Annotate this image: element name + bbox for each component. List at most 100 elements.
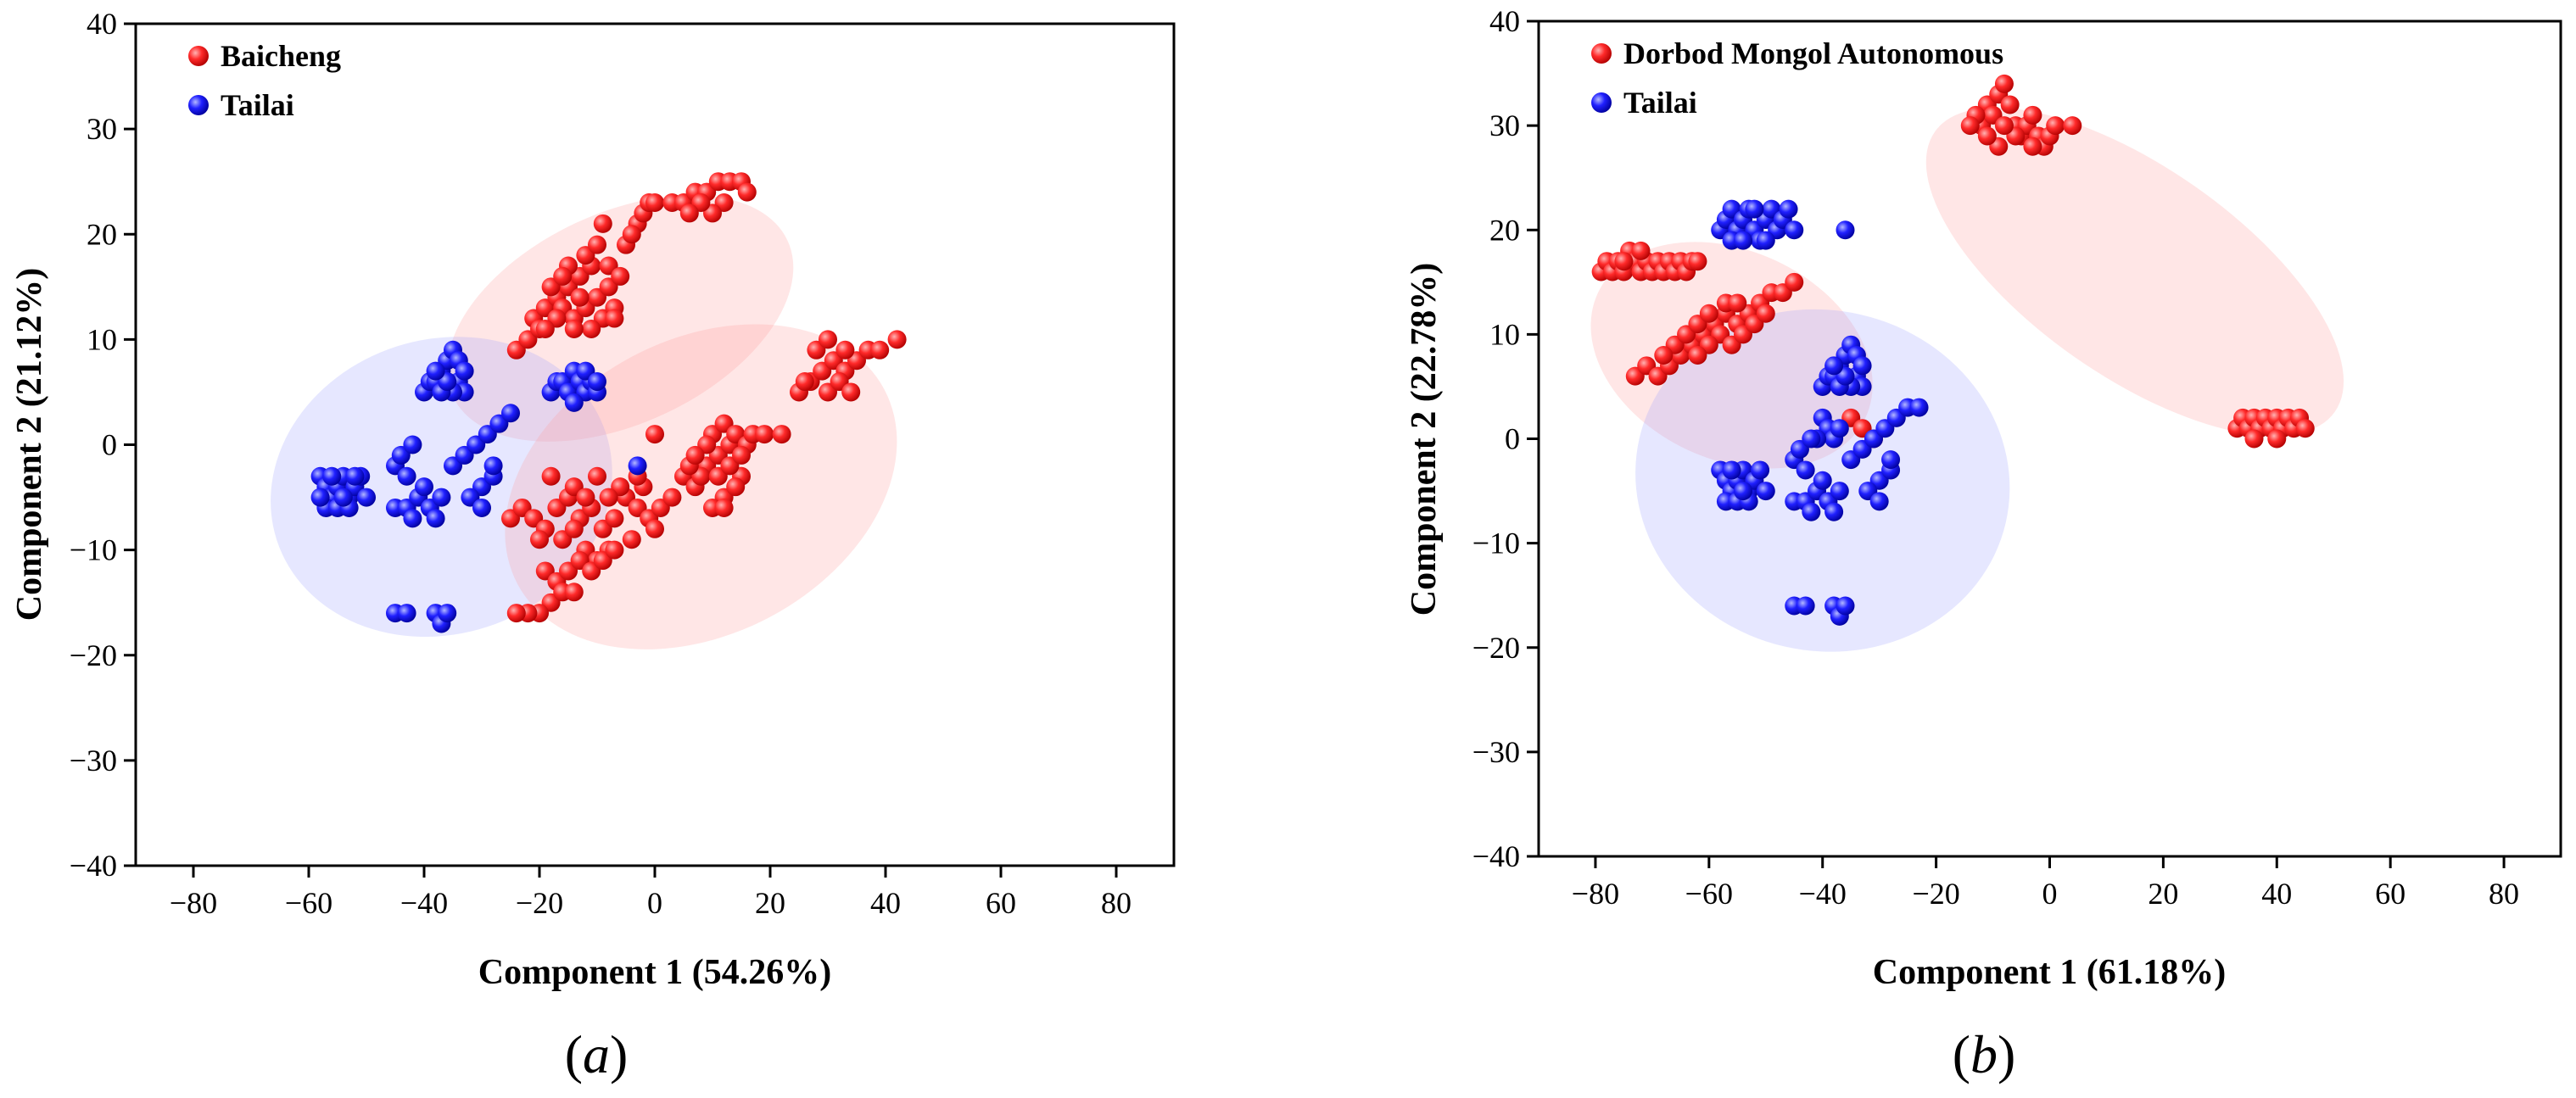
point-baicheng	[645, 193, 664, 213]
point-dorbod-mongol-autonomous	[1994, 116, 2014, 136]
point-baicheng	[553, 266, 573, 286]
y-tick-label: 30	[1489, 109, 1520, 142]
panel-label-b: (b)	[1953, 1024, 2016, 1084]
point-baicheng	[645, 519, 664, 538]
point-baicheng	[564, 519, 584, 538]
point-tailai	[455, 361, 474, 381]
point-baicheng	[732, 445, 751, 465]
x-tick-label: −80	[170, 886, 217, 920]
point-baicheng	[605, 309, 624, 328]
point-tailai	[1756, 231, 1775, 250]
point-baicheng	[506, 604, 526, 623]
y-tick-label: 20	[87, 217, 117, 251]
point-baicheng	[662, 488, 682, 507]
point-tailai	[415, 477, 433, 497]
point-tailai	[322, 466, 342, 486]
x-tick-label: −20	[1912, 877, 1959, 911]
confidence-ellipses	[1590, 108, 2344, 652]
point-baicheng	[737, 182, 757, 202]
confidence-ellipses	[271, 195, 897, 649]
y-tick-label: −40	[70, 849, 117, 883]
point-dorbod-mongol-autonomous	[1654, 346, 1674, 365]
point-tailai	[1824, 356, 1844, 376]
y-axis-title: Component 2 (21.12%)	[10, 268, 49, 621]
point-tailai	[1869, 492, 1889, 511]
point-tailai	[1796, 596, 1815, 616]
legend-marker	[188, 95, 209, 115]
point-tailai	[403, 509, 422, 528]
point-tailai	[1779, 199, 1798, 219]
point-baicheng	[622, 530, 641, 549]
point-baicheng	[599, 488, 618, 507]
y-tick-label: −20	[70, 638, 117, 672]
point-tailai	[333, 488, 353, 507]
point-baicheng	[622, 225, 641, 244]
legend: Baicheng Tailai	[188, 39, 341, 122]
panel-a: −80 −60 −40 −20 0 20 40 60 80 −40 −30 −20 −10 0 10 20 30…	[10, 7, 1176, 1084]
point-baicheng	[645, 425, 664, 444]
y-tick-label: −10	[1472, 527, 1520, 560]
y-tick-label: 0	[102, 428, 117, 462]
point-baicheng	[870, 340, 890, 359]
x-tick-label: 20	[755, 886, 785, 920]
point-dorbod-mongol-autonomous	[2000, 95, 2020, 114]
point-dorbod-mongol-autonomous	[2295, 419, 2315, 438]
y-tick-label: −20	[1472, 631, 1520, 665]
point-tailai	[1785, 220, 1804, 240]
point-dorbod-mongol-autonomous	[2063, 116, 2082, 136]
legend-label: Baicheng	[221, 39, 341, 73]
point-baicheng	[772, 425, 791, 444]
x-tick-label: 40	[2261, 877, 2292, 911]
point-tailai	[1802, 429, 1821, 449]
point-dorbod-mongol-autonomous	[2244, 429, 2264, 449]
point-baicheng	[819, 330, 837, 349]
x-tick-label: 0	[647, 886, 662, 920]
point-baicheng	[685, 445, 705, 465]
x-tick-label: 20	[2148, 877, 2178, 911]
point-tailai	[1836, 220, 1855, 240]
legend-marker	[1591, 43, 1612, 64]
point-baicheng	[726, 477, 746, 497]
point-tailai	[1802, 502, 1821, 521]
point-baicheng	[755, 425, 774, 444]
x-tick-label: 60	[986, 886, 1016, 920]
y-tick-label: 30	[87, 112, 117, 146]
point-baicheng	[570, 287, 590, 307]
legend-label: Tailai	[221, 88, 294, 122]
y-tick-label: −30	[70, 744, 117, 778]
point-baicheng	[611, 266, 630, 286]
point-tailai	[1734, 231, 1752, 250]
y-axis-title: Component 2 (22.78%)	[1405, 263, 1444, 616]
point-dorbod-mongol-autonomous	[2267, 429, 2287, 449]
group-ellipse-3	[1925, 108, 2344, 436]
point-baicheng	[588, 235, 606, 254]
y-tick-label: 20	[1489, 213, 1520, 247]
point-tailai	[472, 498, 491, 517]
point-tailai	[1836, 596, 1855, 616]
point-baicheng	[530, 530, 549, 549]
point-dorbod-mongol-autonomous	[1631, 241, 1651, 260]
point-tailai	[1830, 482, 1849, 501]
point-dorbod-mongol-autonomous	[2046, 116, 2065, 136]
scatter-points	[1591, 74, 2315, 626]
point-dorbod-mongol-autonomous	[1728, 293, 1747, 313]
point-baicheng	[582, 319, 601, 338]
point-dorbod-mongol-autonomous	[2023, 137, 2042, 156]
point-tailai	[426, 509, 445, 528]
point-tailai	[1756, 482, 1775, 501]
point-baicheng	[887, 330, 907, 349]
point-baicheng	[588, 466, 606, 486]
point-tailai	[345, 466, 365, 486]
y-tick-label: 40	[1489, 4, 1520, 38]
x-tick-label: 80	[1101, 886, 1132, 920]
point-dorbod-mongol-autonomous	[1688, 346, 1707, 365]
point-tailai	[1909, 398, 1929, 417]
x-axis-title: Component 1 (61.18%)	[1873, 953, 2227, 992]
x-tick-label: −60	[1685, 877, 1733, 911]
point-tailai	[483, 456, 503, 476]
point-dorbod-mongol-autonomous	[1614, 252, 1634, 271]
point-tailai	[1734, 482, 1752, 501]
legend-label: Dorbod Mongol Autonomous	[1623, 36, 2003, 70]
point-tailai	[403, 435, 422, 454]
